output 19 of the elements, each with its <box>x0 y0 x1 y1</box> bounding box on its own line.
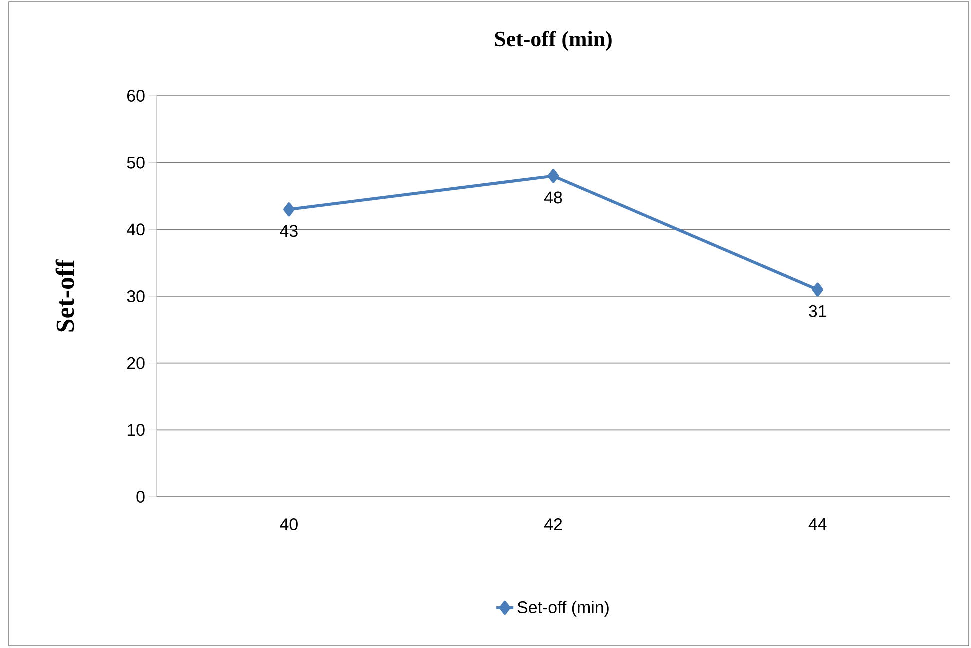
y-tick-label: 0 <box>136 491 145 503</box>
y-axis-title: Set-off <box>56 260 74 332</box>
data-label: 43 <box>280 225 298 238</box>
y-tick-label: 40 <box>127 224 145 236</box>
data-label: 31 <box>809 305 826 318</box>
y-tick-label: 60 <box>128 90 145 102</box>
point <box>284 202 295 217</box>
y-tick-label: 10 <box>128 424 145 436</box>
point <box>812 282 824 297</box>
y-tick-label: 20 <box>128 357 145 370</box>
y-tick-label: 50 <box>127 156 145 169</box>
x-tick-label: 40 <box>280 518 298 531</box>
x-tick-label: 44 <box>808 518 827 530</box>
legend-label: Set-off (min) <box>518 601 609 617</box>
point <box>548 169 560 184</box>
data-label: 48 <box>544 192 562 204</box>
y-tick-label: 30 <box>127 290 145 302</box>
chart-title: Set-off (min) <box>495 30 612 52</box>
x-tick-label: 42 <box>544 518 562 530</box>
